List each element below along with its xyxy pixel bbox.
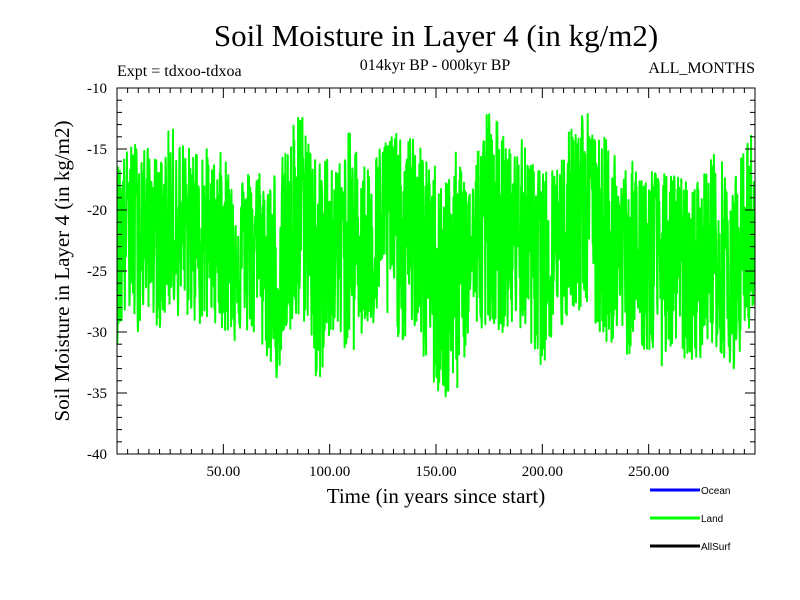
x-tick-label: 150.00 — [415, 464, 456, 480]
months-label: ALL_MONTHS — [648, 60, 755, 77]
x-tick-label: 50.00 — [206, 464, 240, 480]
y-tick-label: -25 — [87, 264, 107, 280]
y-tick-label: -10 — [87, 81, 107, 97]
y-tick-label: -30 — [87, 325, 107, 341]
legend-label-land: Land — [701, 514, 723, 525]
x-tick-label: 250.00 — [628, 464, 669, 480]
axes: 50.00 100.00 150.00 200.00 250.00 -40 -35 -30 -2… — [87, 81, 756, 480]
y-axis-label: Soil Moisture in Layer 4 (in kg/m2) — [50, 121, 74, 422]
experiment-label: Expt = tdxoo-tdxoa — [117, 63, 242, 80]
plot-area — [117, 113, 755, 398]
legend-label-ocean: Ocean — [701, 486, 730, 497]
x-tick-label: 100.00 — [309, 464, 350, 480]
y-tick-label: -35 — [87, 386, 107, 402]
time-range-label: 014kyr BP - 000kyr BP — [360, 57, 511, 74]
x-axis-label: Time (in years since start) — [327, 484, 546, 508]
legend-label-allsurf: AllSurf — [701, 542, 731, 553]
legend: Ocean Land AllSurf — [650, 486, 731, 553]
chart-title: Soil Moisture in Layer 4 (in kg/m2) — [214, 18, 658, 53]
y-tick-label: -20 — [87, 203, 107, 219]
y-tick-label: -40 — [87, 447, 107, 463]
y-tick-label: -15 — [87, 142, 107, 158]
series-line-land — [117, 113, 755, 398]
x-tick-label: 200.00 — [522, 464, 563, 480]
